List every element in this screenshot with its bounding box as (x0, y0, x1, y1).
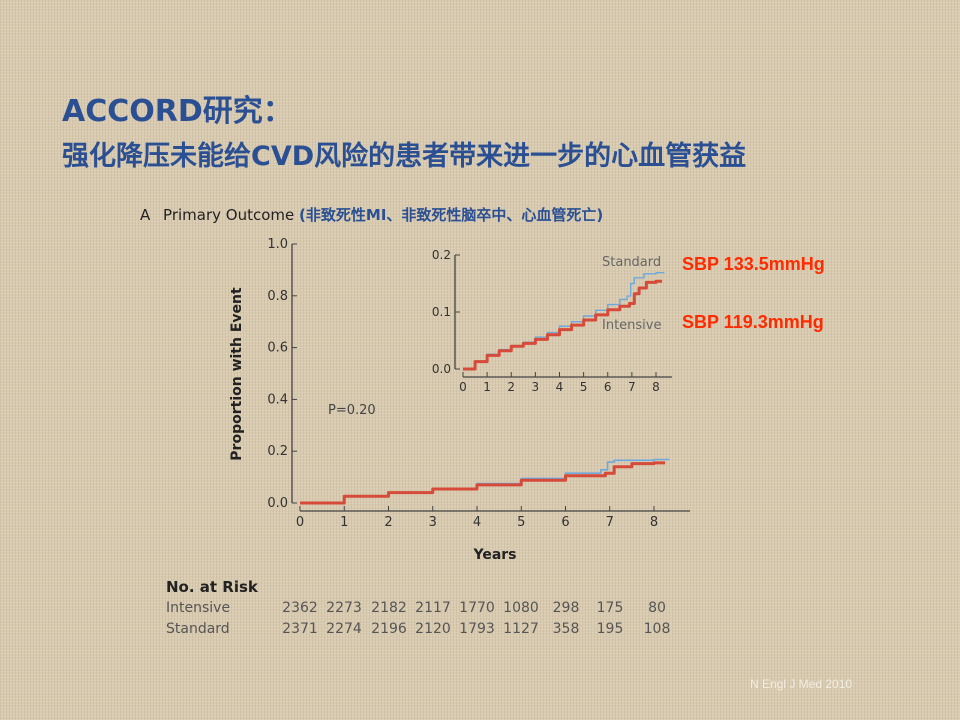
slide-title-line1: ACCORD研究： (62, 94, 293, 129)
risk-cell: 175 (596, 600, 624, 616)
main-y-axis-label: Proportion with Event (229, 287, 245, 461)
inset-x-tick-label: 4 (556, 380, 564, 394)
main-x-tick-label: 3 (429, 515, 437, 530)
citation: N Engl J Med 2010 (750, 677, 853, 691)
slide-title-line2: 强化降压未能给CVD风险的患者带来进一步的心血管获益 (62, 141, 747, 172)
inset-x-tick-label: 6 (604, 380, 612, 394)
risk-row-label-standard: Standard (166, 621, 230, 637)
main-y-tick-label: 0.6 (267, 341, 288, 356)
inset-x-tick-label: 1 (483, 380, 491, 394)
main-y-tick-label: 0.4 (267, 392, 288, 407)
risk-cell: 2117 (415, 600, 451, 616)
main-x-tick-label: 0 (296, 515, 304, 530)
inset-x-tick-label: 0 (459, 380, 467, 394)
panel-letter: A (140, 206, 151, 224)
p-value-annotation: P=0.20 (328, 403, 376, 418)
inset-x-tick-label: 3 (532, 380, 540, 394)
inset-legend-intensive: Intensive (602, 318, 661, 333)
risk-cell: 108 (643, 621, 671, 637)
main-x-tick-label: 2 (384, 515, 392, 530)
risk-cell: 2362 (282, 600, 318, 616)
inset-y-tick-label: 0.1 (432, 305, 451, 319)
inset-x-tick-label: 5 (580, 380, 588, 394)
main-y-tick-label: 1.0 (267, 237, 288, 252)
risk-table-title: No. at Risk (166, 578, 258, 596)
risk-cell: 1127 (503, 621, 539, 637)
inset-x-tick-label: 8 (652, 380, 660, 394)
risk-cell: 80 (648, 600, 666, 616)
risk-cell: 2120 (415, 621, 451, 637)
risk-cell: 2274 (326, 621, 362, 637)
main-x-tick-label: 5 (517, 515, 525, 530)
inset-y-tick-label: 0.0 (432, 362, 451, 376)
main-y-tick-label: 0.2 (267, 444, 288, 459)
risk-cell: 1080 (503, 600, 539, 616)
main-line-intensive (300, 461, 666, 505)
inset-legend-standard: Standard (602, 255, 661, 270)
risk-cell: 1770 (459, 600, 495, 616)
main-y-tick-label: 0.0 (267, 496, 288, 511)
panel-label: A Primary Outcome (非致死性MI、非致死性脑卒中、心血管死亡) (140, 204, 603, 225)
main-x-tick-label: 8 (650, 515, 658, 530)
risk-cell: 195 (596, 621, 624, 637)
sbp-intensive-label: SBP 119.3mmHg (682, 312, 824, 332)
inset-line-intensive (463, 279, 663, 371)
risk-cell: 2182 (371, 600, 407, 616)
risk-cell: 2273 (326, 600, 362, 616)
main-x-tick-label: 4 (473, 515, 481, 530)
main-x-tick-label: 6 (561, 515, 569, 530)
risk-row-label-intensive: Intensive (166, 600, 231, 616)
risk-cell: 358 (552, 621, 580, 637)
inset-x-tick-label: 7 (628, 380, 636, 394)
inset-y-tick-label: 0.2 (432, 248, 451, 262)
main-x-tick-label: 7 (606, 515, 614, 530)
risk-cell: 298 (552, 600, 580, 616)
risk-cell: 2196 (371, 621, 407, 637)
panel-subtitle: (非致死性MI、非致死性脑卒中、心血管死亡) (299, 206, 604, 224)
panel-title: Primary Outcome (163, 206, 295, 224)
main-y-tick-label: 0.8 (267, 289, 288, 304)
main-x-axis-label: Years (472, 547, 516, 563)
risk-cell: 1793 (459, 621, 495, 637)
sbp-standard-label: SBP 133.5mmHg (682, 254, 825, 274)
risk-cell: 2371 (282, 621, 318, 637)
main-x-tick-label: 1 (340, 515, 348, 530)
inset-x-tick-label: 2 (507, 380, 515, 394)
